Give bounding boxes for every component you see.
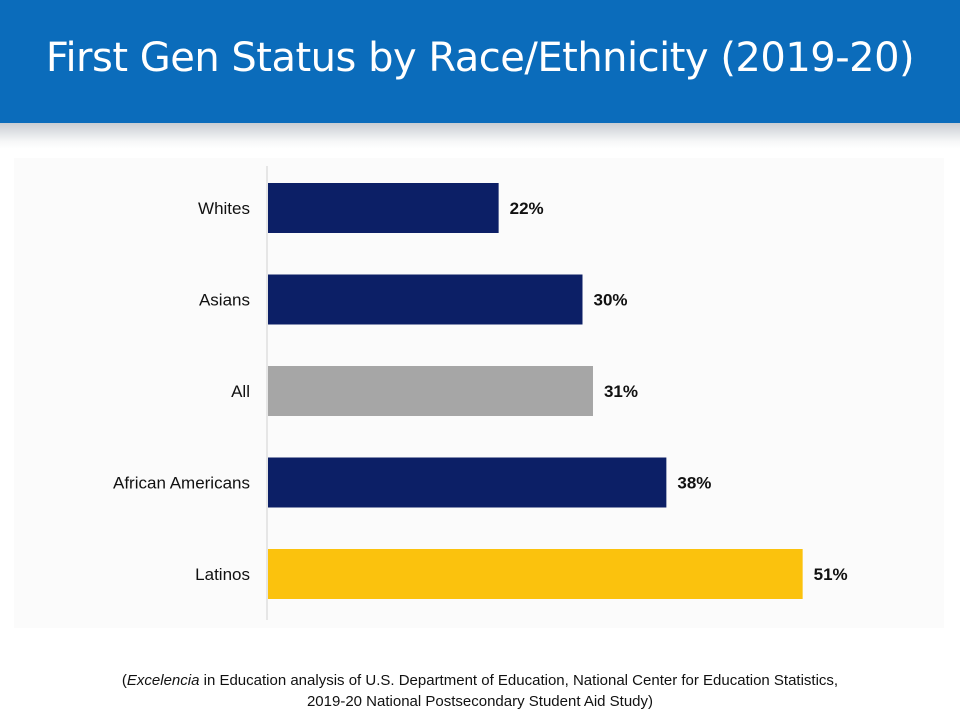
title-bar: First Gen Status by Race/Ethnicity (2019… [0,0,960,123]
bar-asians [268,274,583,325]
category-label: All [231,382,250,401]
source-caption: (Excelencia in Education analysis of U.S… [0,670,960,712]
category-label: Whites [198,199,250,218]
category-label: Asians [199,291,250,310]
value-label: 22% [510,199,544,218]
value-label: 30% [594,291,628,310]
caption-line2: 2019-20 National Postsecondary Student A… [306,693,654,710]
chart-panel: Whites 22% Asians 30% All 31% African American… [14,158,944,628]
bar-all [268,366,593,416]
caption-open-paren: ( [121,672,127,689]
caption-line1: in Education analysis of U.S. Department… [199,672,839,689]
value-label: 38% [677,474,711,493]
title-bar-shadow [0,123,960,149]
bar-latinos [268,549,803,599]
bar-african-americans [268,457,667,508]
value-label: 51% [814,565,848,584]
bar-whites [268,183,499,233]
category-label: African Americans [113,474,250,493]
category-label: Latinos [195,565,250,584]
slide-title: First Gen Status by Race/Ethnicity (2019… [45,34,915,81]
caption-emphasis: Excelencia [126,672,200,689]
value-label: 31% [604,382,638,401]
bar-chart: Whites 22% Asians 30% All 31% African American… [113,166,848,620]
